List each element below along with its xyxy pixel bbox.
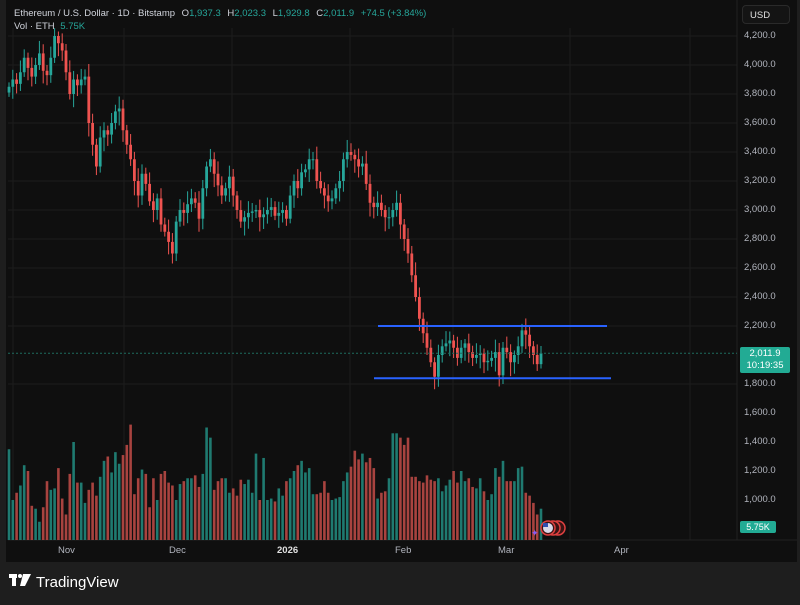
star-event-icon[interactable]: ✦	[531, 528, 539, 538]
price-axis-label: 3,800.0	[744, 88, 776, 99]
volume-tag: 5.75K	[740, 521, 776, 533]
close-value: 2,011.9	[323, 8, 355, 19]
economic-events-flag-icon[interactable]	[540, 520, 566, 536]
time-axis-label: Nov	[58, 545, 75, 556]
low-label: L	[272, 8, 278, 19]
tv-mark-icon	[9, 574, 31, 586]
price-axis-label: 1,400.0	[744, 436, 776, 447]
symbol-title[interactable]: Ethereum / U.S. Dollar · 1D · Bitstamp	[14, 8, 176, 19]
current-price: 2,011.9	[749, 348, 781, 359]
price-axis-label: 2,400.0	[744, 291, 776, 302]
price-axis-label: 1,000.0	[744, 494, 776, 505]
open-label: O	[181, 8, 190, 19]
price-axis-label: 1,600.0	[744, 407, 776, 418]
price-axis-label: 4,000.0	[744, 59, 776, 70]
price-axis-label: 2,600.0	[744, 262, 776, 273]
logo-text: TradingView	[36, 573, 119, 591]
change-value: +74.5 (+3.84%)	[360, 8, 427, 19]
price-axis-label: 2,200.0	[744, 320, 776, 331]
time-axis-label: 2026	[277, 545, 299, 556]
price-axis-label: 1,800.0	[744, 378, 776, 389]
price-axis-label: 3,400.0	[744, 146, 776, 157]
price-axis-label: 1,200.0	[744, 465, 776, 476]
high-value: 2,023.3	[234, 8, 266, 19]
time-axis-label: Feb	[395, 545, 412, 556]
open-value: 1,937.3	[189, 8, 221, 19]
legend-ohlc-row: Ethereum / U.S. Dollar · 1D · Bitstamp O…	[14, 7, 426, 20]
tradingview-logo-icon	[9, 573, 31, 591]
time-axis-label: Apr	[614, 545, 629, 556]
price-axis-label: 2,800.0	[744, 233, 776, 244]
tradingview-logo[interactable]: TradingView	[9, 573, 119, 591]
price-axis-label: 3,200.0	[744, 175, 776, 186]
time-axis-label: Mar	[498, 545, 515, 556]
currency-button[interactable]: USD	[742, 5, 790, 24]
price-axis-label: 3,000.0	[744, 204, 776, 215]
high-label: H	[227, 8, 235, 19]
symbol-legend: Ethereum / U.S. Dollar · 1D · Bitstamp O…	[14, 7, 426, 33]
volume-value: 5.75K	[60, 21, 86, 32]
close-label: C	[316, 8, 324, 19]
legend-volume-row: Vol · ETH 5.75K	[14, 20, 426, 33]
low-value: 1,929.8	[277, 8, 310, 19]
price-axis-label: 4,200.0	[744, 30, 776, 41]
bar-countdown: 10:19:35	[746, 360, 784, 371]
time-axis-label: Dec	[169, 545, 186, 556]
current-price-tag: 2,011.9 10:19:35	[740, 347, 790, 373]
volume-label[interactable]: Vol · ETH	[14, 21, 55, 32]
price-axis-label: 3,600.0	[744, 117, 776, 128]
